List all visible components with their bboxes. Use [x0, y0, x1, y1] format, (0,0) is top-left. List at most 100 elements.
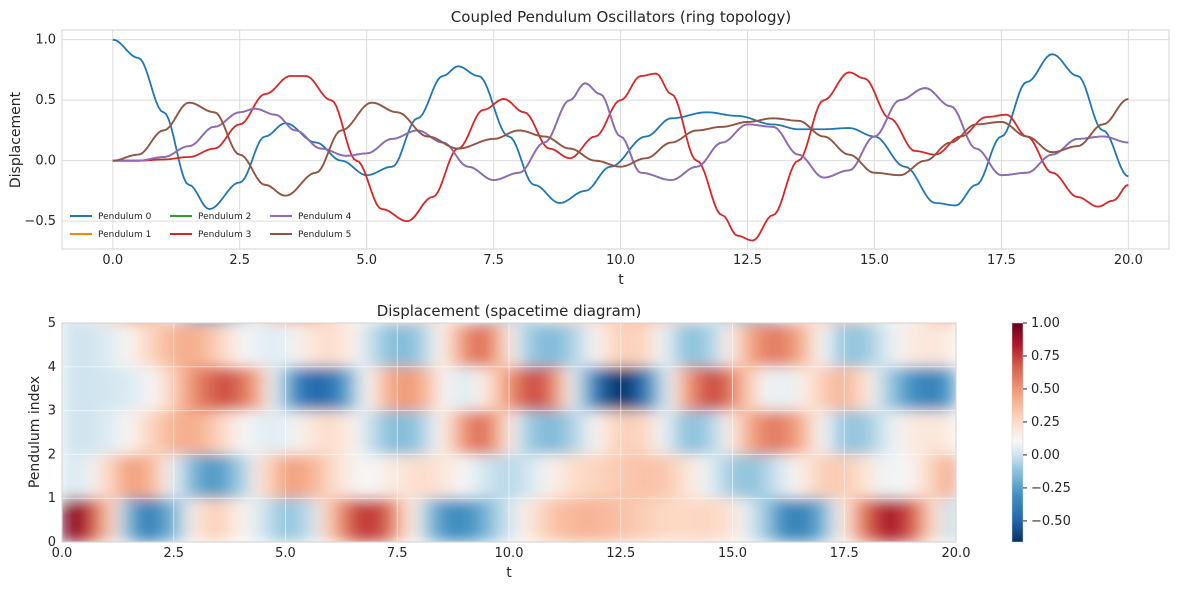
- colorbar-tick-label: 1.00: [1031, 316, 1060, 331]
- heatmap-cell: [938, 454, 944, 499]
- heatmap-cell: [902, 498, 908, 542]
- legend-entry: Pendulum 5: [270, 230, 351, 240]
- heatmap-cell: [173, 323, 179, 367]
- heatmap-cell: [893, 279, 898, 323]
- heatmap-cell: [495, 366, 501, 411]
- heatmap-cell: [692, 410, 698, 455]
- heatmap-cell: [888, 410, 895, 455]
- heatmap-cell: [419, 366, 425, 411]
- heatmap-cell: [254, 366, 260, 411]
- heatmap-cell: [871, 498, 877, 542]
- heatmap-cell: [602, 366, 608, 411]
- heatmap-cell: [205, 323, 211, 367]
- heatmap-cell: [656, 454, 662, 499]
- series-line-pendulum-0: [112, 38, 1129, 210]
- heatmap-cell: [857, 323, 863, 367]
- heatmap-cell: [906, 366, 912, 411]
- heatmap-cell: [93, 454, 99, 499]
- heatmap-cell: [303, 498, 309, 542]
- heatmap-cell: [388, 323, 394, 367]
- heatmap-cell: [938, 498, 944, 542]
- heatmap-cell: [137, 410, 144, 455]
- heatmap-cell: [124, 410, 130, 455]
- heatmap-cell: [379, 498, 385, 542]
- heatmap-cell: [437, 323, 443, 367]
- heatmap-cell: [330, 366, 336, 411]
- colorbar-tick-label: 0.00: [1031, 448, 1060, 463]
- heatmap-cell: [853, 410, 859, 455]
- heatmap-cell: [263, 498, 269, 542]
- heatmap-cell: [348, 410, 354, 455]
- heatmap-cell: [745, 498, 751, 542]
- heatmap-cell: [611, 454, 617, 499]
- heatmap-cell: [705, 366, 711, 411]
- heatmap-cell: [657, 279, 662, 323]
- heatmap-cell: [732, 498, 738, 542]
- heatmap-cell: [800, 279, 805, 323]
- heatmap-cell: [544, 498, 550, 542]
- heatmap-cell: [906, 410, 912, 455]
- heatmap-cell: [880, 279, 885, 323]
- heatmap-cell: [66, 279, 71, 323]
- heatmap-cell: [133, 323, 139, 367]
- heatmap-cell: [728, 366, 734, 411]
- heatmap-cell: [106, 498, 112, 542]
- heatmap-cell: [821, 410, 827, 455]
- legend-label: Pendulum 0: [98, 212, 152, 222]
- heatmap-cell: [553, 323, 559, 367]
- heatmap-cell: [361, 498, 367, 542]
- heatmap-cell: [383, 323, 389, 367]
- heatmap-cell: [191, 366, 197, 411]
- heatmap-cell: [723, 498, 729, 542]
- heatmap-cell: [222, 366, 228, 411]
- heatmap-cell: [893, 410, 899, 455]
- heatmap-cell: [781, 323, 787, 367]
- heatmap-cell: [924, 498, 930, 542]
- heatmap-cell: [821, 323, 827, 367]
- heatmap-cell: [920, 366, 926, 411]
- heatmap-cell: [647, 410, 653, 455]
- heatmap-cell: [245, 366, 251, 411]
- heatmap-cell: [268, 279, 273, 323]
- heatmap-cell: [209, 366, 215, 411]
- heatmap-cell: [929, 498, 935, 542]
- heatmap-cell: [106, 323, 112, 367]
- heatmap-cell: [455, 498, 461, 542]
- heatmap-cell: [210, 279, 215, 323]
- heatmap-cell: [817, 410, 823, 455]
- heatmap-cell: [142, 454, 148, 499]
- heatmap-cell: [745, 323, 751, 367]
- heatmap-cell: [544, 454, 550, 499]
- heatmap-cell: [236, 323, 242, 367]
- heatmap-cell: [303, 323, 309, 367]
- heatmap-cell: [925, 279, 930, 323]
- heatmap-cell: [911, 323, 917, 367]
- heatmap-cell: [415, 410, 421, 455]
- heatmap-cell: [464, 498, 470, 542]
- heatmap-cell: [276, 323, 282, 367]
- heatmap-cell: [835, 323, 841, 367]
- heatmap-cell: [366, 279, 371, 323]
- heatmap-cell: [786, 279, 791, 323]
- heatmap-cell: [710, 323, 716, 367]
- heatmap-cell: [674, 454, 680, 499]
- heatmap-cell: [294, 498, 300, 542]
- heatmap-cell: [218, 366, 224, 411]
- heatmap-cell: [871, 454, 877, 499]
- heatmap-cell: [249, 410, 255, 455]
- heatmap-cell: [303, 410, 309, 455]
- heatmap-cell: [406, 323, 412, 367]
- heatmap-cell: [804, 323, 810, 367]
- heatmap-cell: [276, 454, 282, 499]
- heatmap-cell: [660, 454, 667, 499]
- heatmap-cell: [191, 498, 197, 542]
- heatmap-cell: [339, 366, 345, 411]
- heatmap-cell: [692, 498, 698, 542]
- heatmap-cell: [419, 498, 425, 542]
- heatmap-cell: [129, 454, 135, 499]
- line-chart-y-ticks: −0.5 0.0 0.5 1.0: [24, 33, 56, 229]
- heatmap-cell: [486, 498, 492, 542]
- heatmap-cell: [424, 410, 430, 455]
- heatmap-cell: [906, 454, 912, 499]
- heatmap-cell: [799, 454, 805, 499]
